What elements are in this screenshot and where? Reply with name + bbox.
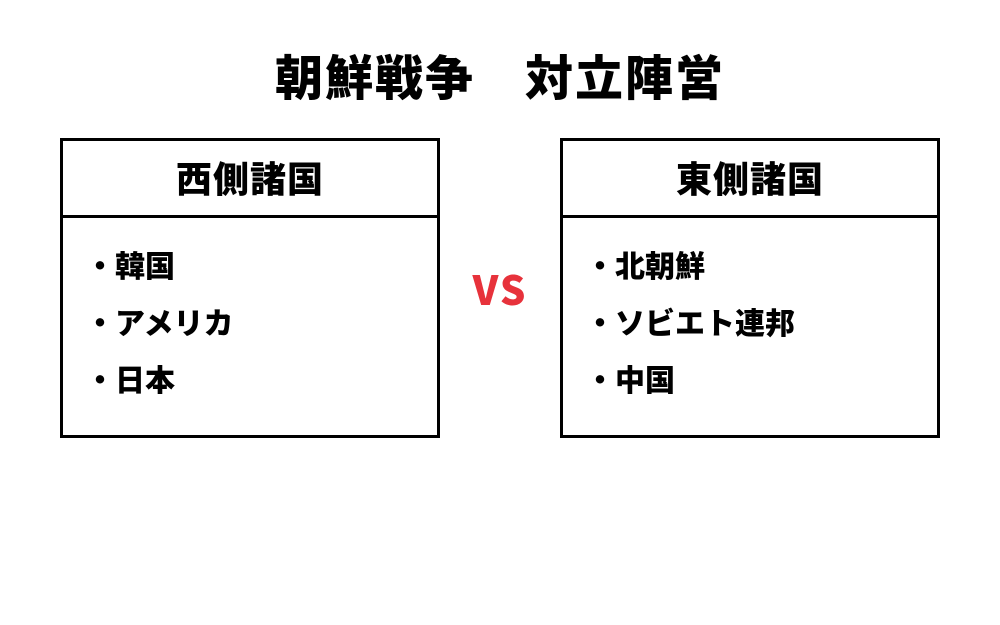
camp-left-body: ・韓国 ・アメリカ ・日本 — [63, 218, 437, 435]
page-title: 朝鮮戦争 対立陣営 — [0, 50, 1000, 98]
list-item: ・中国 — [585, 350, 915, 407]
vs-label: VS — [460, 259, 540, 317]
list-item: ・ソビエト連邦 — [585, 293, 915, 350]
camp-right-header: 東側諸国 — [563, 141, 937, 218]
list-item: ・アメリカ — [85, 293, 415, 350]
page: 朝鮮戦争 対立陣営 西側諸国 ・韓国 ・アメリカ ・日本 VS 東側諸国 ・北朝… — [0, 0, 1000, 625]
list-item: ・北朝鮮 — [585, 236, 915, 293]
camp-left-header: 西側諸国 — [63, 141, 437, 218]
camps-row: 西側諸国 ・韓国 ・アメリカ ・日本 VS 東側諸国 ・北朝鮮 ・ソビエト連邦 … — [0, 138, 1000, 438]
list-item: ・韓国 — [85, 236, 415, 293]
camp-left: 西側諸国 ・韓国 ・アメリカ ・日本 — [60, 138, 440, 438]
camp-right: 東側諸国 ・北朝鮮 ・ソビエト連邦 ・中国 — [560, 138, 940, 438]
camp-right-body: ・北朝鮮 ・ソビエト連邦 ・中国 — [563, 218, 937, 435]
list-item: ・日本 — [85, 350, 415, 407]
